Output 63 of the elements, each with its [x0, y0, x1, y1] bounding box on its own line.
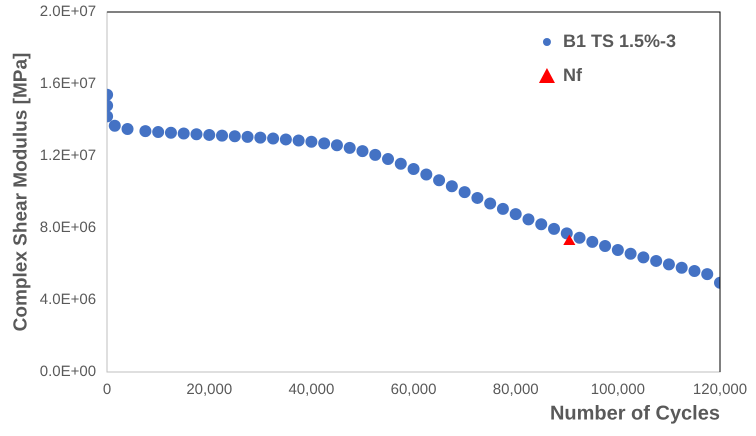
point: [369, 148, 382, 161]
point: [586, 236, 598, 248]
y-tick-label: 0.0E+00: [40, 363, 96, 380]
point: [152, 126, 164, 138]
point: [382, 153, 394, 166]
point: [496, 202, 509, 215]
point: [108, 120, 121, 132]
point: [471, 192, 484, 204]
point: [662, 258, 675, 270]
point: [637, 251, 650, 264]
point: [318, 137, 330, 150]
point: [510, 208, 522, 220]
point: [330, 139, 343, 152]
point: [676, 262, 688, 274]
point: [394, 158, 407, 170]
legend-label: Nf: [562, 64, 583, 85]
x-tick-label: 100,000: [590, 381, 645, 398]
point: [356, 145, 368, 158]
point: [446, 180, 458, 192]
x-tick-label: 60,000: [390, 381, 436, 398]
point: [548, 222, 560, 235]
point: [190, 128, 202, 140]
y-tick-label: 4.0E+06: [40, 291, 96, 308]
point: [139, 125, 152, 138]
x-tick-label: 80,000: [492, 381, 539, 398]
point: [650, 254, 662, 267]
point: [178, 128, 190, 140]
point: [624, 248, 637, 260]
y-tick-label: 8.0E+06: [40, 219, 96, 236]
point: [484, 198, 496, 210]
point: [458, 186, 471, 198]
y-tick-label: 2.0E+07: [40, 3, 96, 20]
x-axis-title: Number of Cycles: [550, 402, 720, 425]
y-tick-label: 1.6E+07: [40, 75, 96, 92]
point: [420, 168, 432, 181]
x-tick-label: 0: [102, 381, 112, 398]
point: [522, 213, 534, 226]
point: [203, 128, 216, 141]
point: [122, 123, 134, 135]
y-tick-label: 1.2E+07: [40, 147, 96, 164]
point: [164, 126, 177, 139]
x-tick-label: 20,000: [186, 381, 232, 398]
x-tick-label: 120,000: [692, 381, 748, 398]
point: [535, 218, 548, 230]
point: [344, 142, 356, 154]
x-tick-label: 40,000: [288, 381, 334, 398]
point: [433, 174, 446, 186]
point: [408, 162, 420, 175]
legend-label: B1 TS 1.5%-3: [562, 30, 676, 51]
point: [242, 130, 254, 143]
point: [574, 232, 586, 244]
point: [688, 265, 700, 278]
point: [228, 130, 241, 142]
point: [254, 132, 266, 144]
point: [292, 134, 305, 147]
point: [305, 136, 318, 148]
point: [216, 130, 228, 142]
point: [599, 240, 612, 252]
point: [280, 133, 292, 146]
y-axis-title: Complex Shear Modulus [MPa]: [10, 52, 32, 332]
point: [267, 132, 280, 145]
point: [701, 268, 714, 280]
point: [612, 244, 624, 256]
